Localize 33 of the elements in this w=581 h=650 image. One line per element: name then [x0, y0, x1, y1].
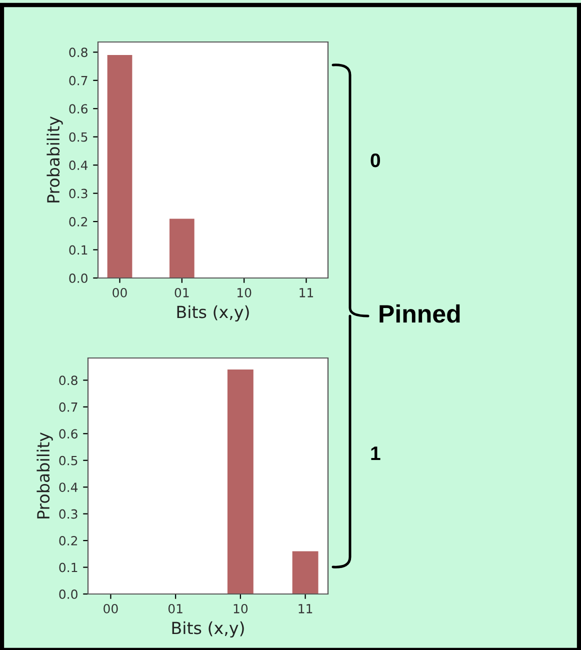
y-tick-label: 0.2: [69, 217, 88, 226]
y-tick-label: 0.6: [59, 429, 78, 439]
x-tick-label: 11: [300, 288, 314, 298]
y-tick-label: 0.7: [59, 402, 78, 412]
y-tick-label: 0.0: [69, 273, 88, 283]
y-axis-title: Probability: [36, 432, 53, 518]
y-tick-label: 0.1: [59, 562, 78, 572]
x-tick-label: 01: [168, 604, 182, 614]
y-tick-label: 0.8: [69, 48, 88, 58]
text: 1: [371, 446, 380, 460]
x-tick-label: 10: [238, 288, 252, 298]
y-tick-label: 0.3: [59, 509, 78, 519]
y-tick-label: 0.2: [59, 536, 78, 546]
x-tick-label: 00: [104, 604, 118, 614]
y-tick-label: 0.0: [59, 589, 78, 599]
text: 0: [370, 153, 380, 168]
x-axis-title: Bits (x,y): [172, 621, 244, 638]
y-tick-label: 0.4: [69, 160, 88, 170]
y-tick-label: 0.4: [59, 482, 78, 492]
y-tick-label: 0.1: [69, 245, 88, 255]
x-tick-label: 00: [112, 288, 127, 298]
x-axis-title: Bits (x,y): [177, 305, 249, 322]
y-tick-label: 0.7: [69, 76, 88, 86]
y-tick-label: 0.5: [69, 132, 88, 142]
y-tick-label: 0.6: [69, 104, 88, 114]
x-tick-label: 11: [298, 604, 312, 614]
y-tick-label: 0.5: [59, 456, 78, 466]
y-axis-title: Probability: [46, 116, 63, 202]
y-tick-label: 0.8: [59, 376, 78, 386]
x-tick-label: 10: [234, 604, 248, 614]
y-tick-label: 0.3: [69, 188, 88, 198]
text: Pinned: [380, 304, 460, 323]
x-tick-label: 01: [174, 288, 189, 298]
